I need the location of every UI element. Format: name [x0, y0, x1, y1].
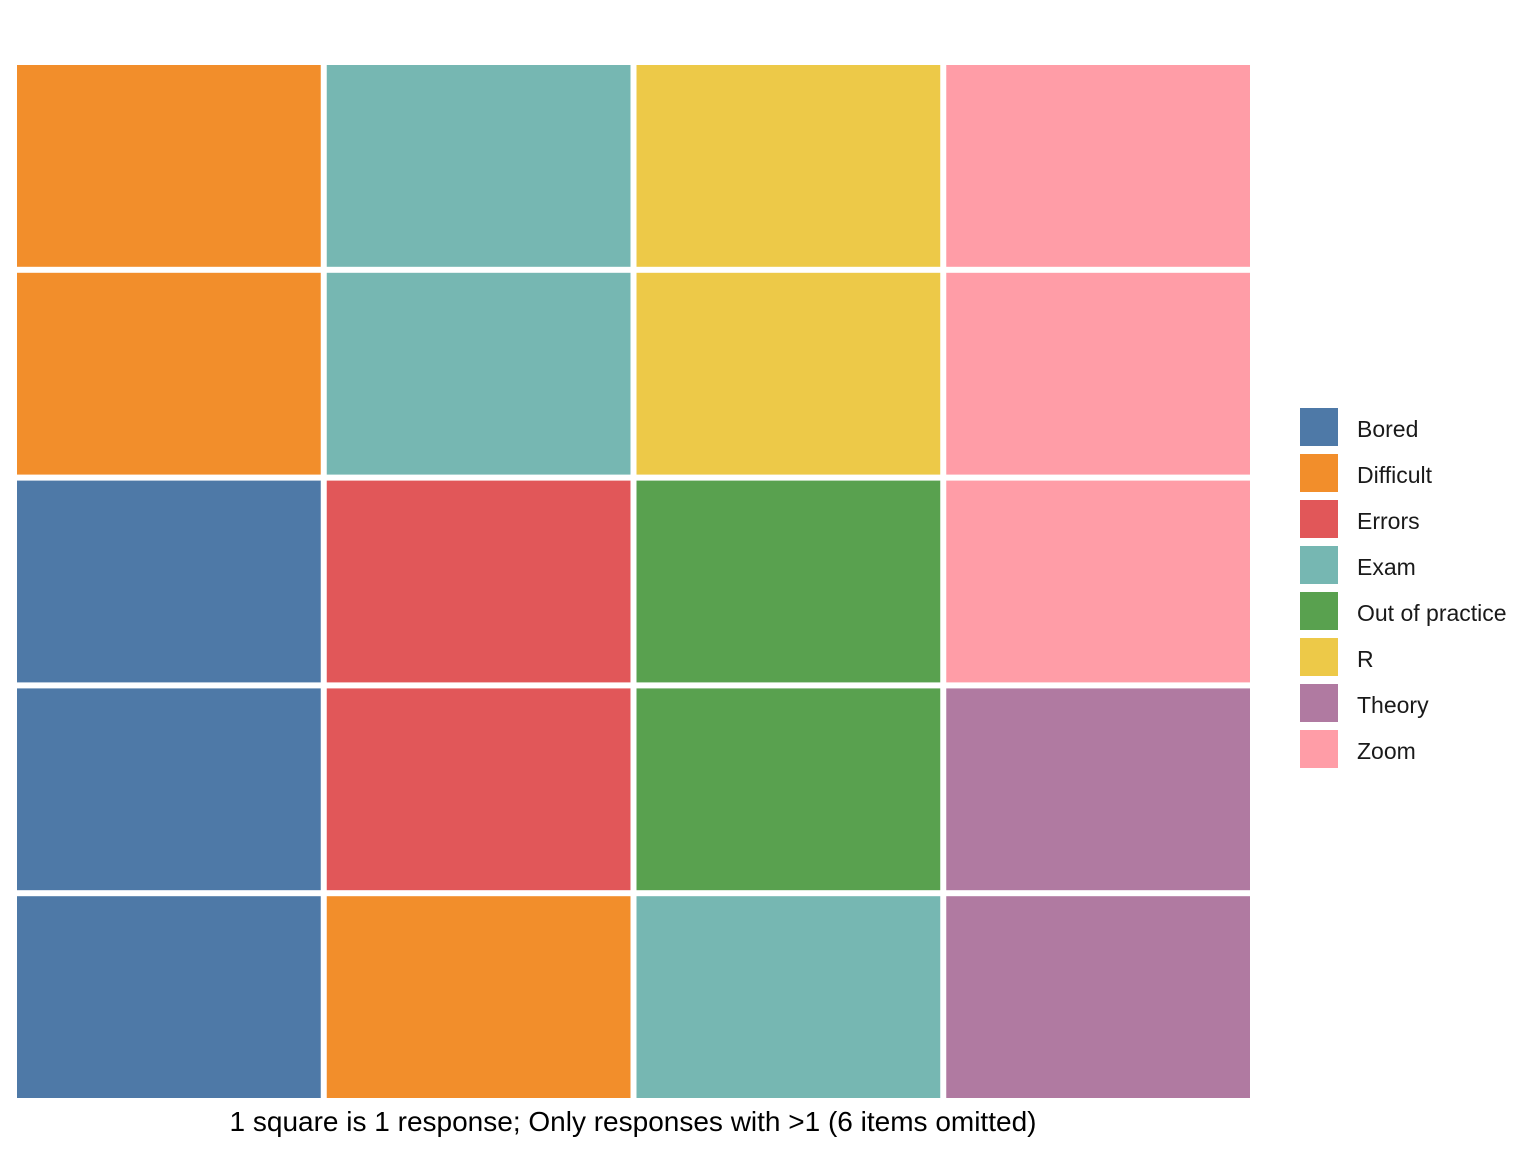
waffle-square-errors: [326, 480, 631, 683]
legend-label-out-of-practice: Out of practice: [1357, 600, 1507, 626]
legend-key-theory: [1300, 684, 1338, 722]
waffle-square-bored: [17, 896, 321, 1098]
legend-key-r: [1300, 638, 1338, 676]
legend-key-zoom: [1300, 730, 1338, 768]
legend-label-difficult: Difficult: [1357, 462, 1433, 488]
waffle-square-errors: [326, 688, 631, 891]
waffle-square-bored: [17, 480, 321, 683]
legend-label-r: R: [1357, 646, 1374, 672]
legend-label-errors: Errors: [1357, 508, 1420, 534]
legend-label-exam: Exam: [1357, 554, 1416, 580]
legend-key-bored: [1300, 408, 1338, 446]
waffle-square-r: [636, 65, 941, 267]
legend-key-exam: [1300, 546, 1338, 584]
waffle-square-zoom: [946, 65, 1250, 267]
waffle-square-exam: [326, 272, 631, 475]
waffle-square-exam: [636, 896, 941, 1098]
waffle-square-difficult: [17, 65, 321, 267]
legend-key-out-of-practice: [1300, 592, 1338, 630]
waffle-square-difficult: [17, 272, 321, 475]
legend-label-bored: Bored: [1357, 416, 1418, 442]
legend-key-errors: [1300, 500, 1338, 538]
waffle-square-theory: [946, 688, 1250, 891]
waffle-grid: [17, 65, 1250, 1098]
waffle-square-r: [636, 272, 941, 475]
waffle-square-bored: [17, 688, 321, 891]
legend: Bored Difficult Errors Exam Out of practice R…: [1300, 408, 1507, 768]
waffle-square-exam: [326, 65, 631, 267]
legend-label-theory: Theory: [1357, 692, 1429, 718]
legend-label-zoom: Zoom: [1357, 738, 1416, 764]
waffle-square-out-of-practice: [636, 480, 941, 683]
waffle-square-theory: [946, 896, 1250, 1098]
waffle-square-zoom: [946, 272, 1250, 475]
waffle-square-zoom: [946, 480, 1250, 683]
waffle-square-difficult: [326, 896, 631, 1098]
legend-key-difficult: [1300, 454, 1338, 492]
waffle-square-out-of-practice: [636, 688, 941, 891]
chart-caption: 1 square is 1 response; Only responses w…: [230, 1106, 1037, 1137]
